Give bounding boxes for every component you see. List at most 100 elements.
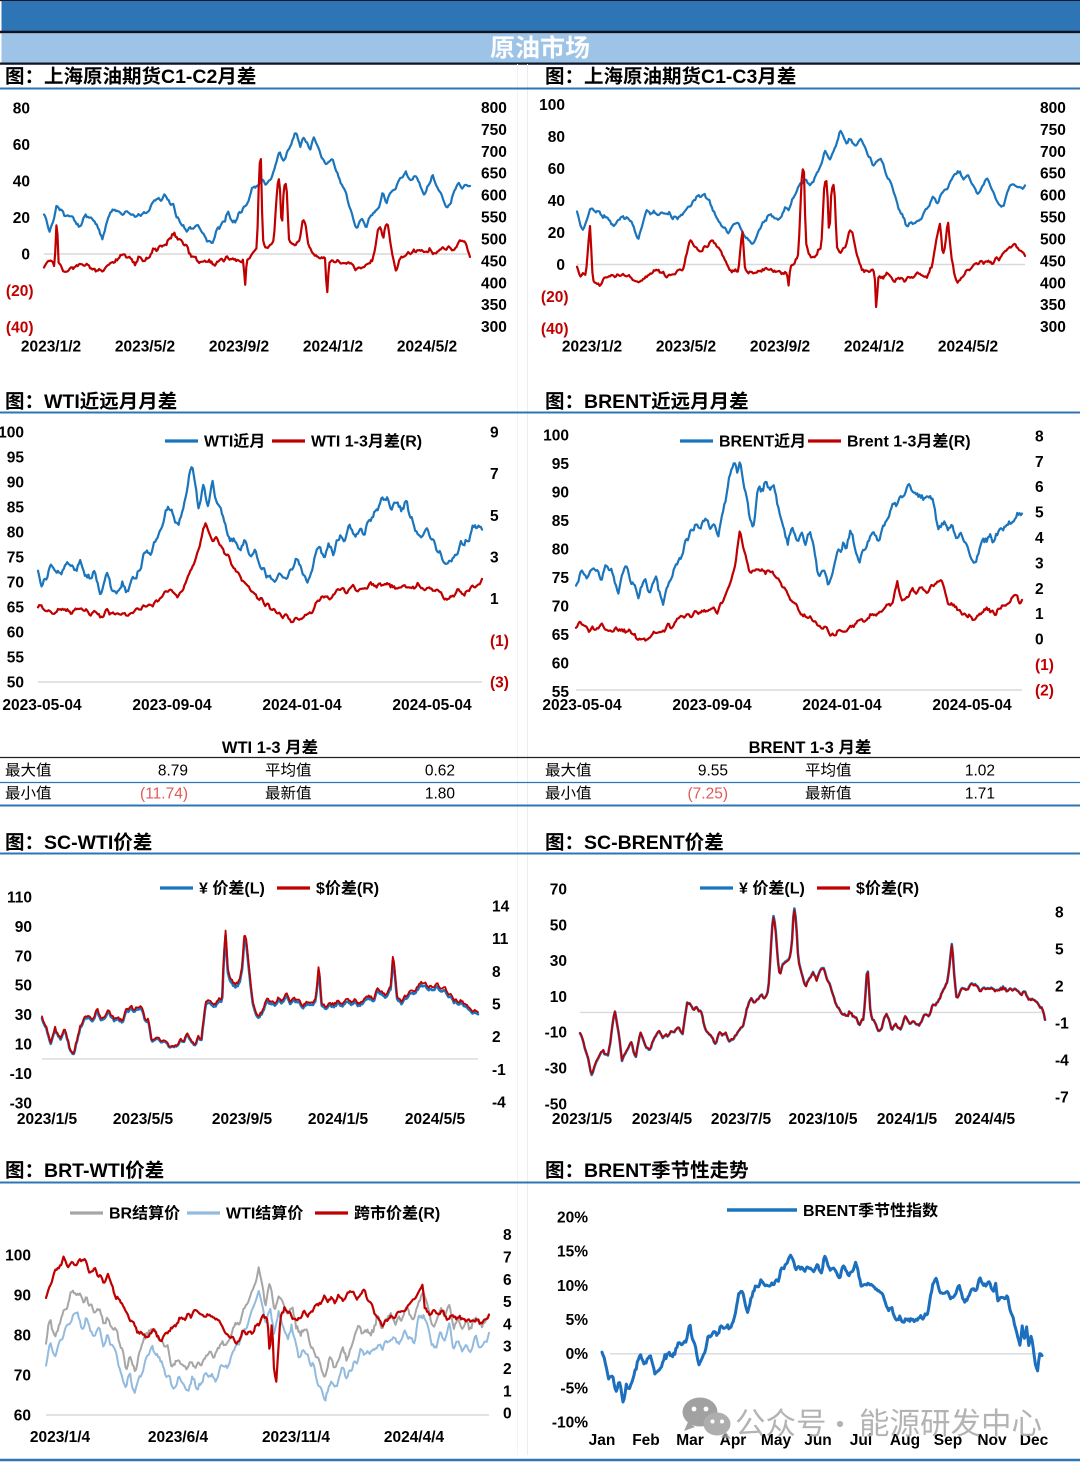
svg-text:2024/1/2: 2024/1/2: [303, 339, 363, 356]
svg-text:95: 95: [7, 449, 25, 466]
svg-text:1: 1: [1035, 606, 1044, 623]
svg-text:450: 450: [1040, 253, 1066, 270]
svg-text:May: May: [761, 1432, 792, 1449]
svg-text:50: 50: [7, 674, 24, 691]
svg-text:BRENT: BRENT: [584, 1160, 651, 1182]
svg-text:2023/9/5: 2023/9/5: [212, 1111, 273, 1128]
svg-text:600: 600: [1040, 188, 1066, 205]
svg-text:2023-05-04: 2023-05-04: [542, 697, 622, 714]
svg-text:650: 650: [1040, 166, 1066, 183]
svg-text:300: 300: [481, 319, 507, 336]
svg-text:WTI 1-3: WTI 1-3: [311, 434, 368, 451]
svg-text:8: 8: [492, 964, 501, 981]
svg-text:2023/7/5: 2023/7/5: [711, 1111, 772, 1128]
svg-text:9.55: 9.55: [698, 763, 728, 780]
svg-text:WTI: WTI: [44, 391, 80, 413]
svg-text:(R): (R): [357, 881, 379, 898]
svg-text:Sep: Sep: [934, 1432, 962, 1449]
svg-text:10: 10: [15, 1037, 32, 1054]
svg-text:2023/1/5: 2023/1/5: [17, 1111, 78, 1128]
svg-text:70: 70: [7, 574, 24, 591]
svg-text:(R): (R): [897, 881, 919, 898]
svg-text:1: 1: [490, 591, 499, 608]
svg-text:(R): (R): [418, 1206, 440, 1223]
svg-text:30: 30: [550, 953, 567, 970]
svg-text:75: 75: [552, 570, 570, 587]
svg-text:6: 6: [1035, 479, 1044, 496]
svg-text:50: 50: [15, 978, 32, 995]
svg-text:2023/5/2: 2023/5/2: [115, 339, 175, 356]
svg-text:10%: 10%: [557, 1278, 588, 1295]
svg-text:Brent 1-3: Brent 1-3: [847, 434, 916, 451]
svg-text:5: 5: [1055, 941, 1064, 958]
svg-text:80: 80: [7, 524, 24, 541]
svg-text:4: 4: [503, 1316, 512, 1333]
svg-text:2024/5/2: 2024/5/2: [397, 339, 457, 356]
svg-text:65: 65: [7, 599, 25, 616]
svg-text:75: 75: [7, 549, 25, 566]
svg-text:5%: 5%: [566, 1312, 589, 1329]
svg-text:8: 8: [1035, 428, 1044, 445]
svg-text:0: 0: [1035, 632, 1044, 649]
svg-text:-50: -50: [545, 1096, 567, 1113]
svg-text:650: 650: [481, 166, 507, 183]
svg-text:Jan: Jan: [589, 1432, 616, 1449]
svg-text:600: 600: [481, 188, 507, 205]
svg-text:110: 110: [7, 889, 32, 906]
svg-text:3: 3: [490, 549, 499, 566]
svg-text:30: 30: [15, 1007, 32, 1024]
svg-text:95: 95: [552, 456, 570, 473]
svg-text:(40): (40): [541, 321, 569, 338]
svg-text:70: 70: [15, 948, 32, 965]
svg-text:300: 300: [1040, 319, 1066, 336]
svg-text:2024-01-04: 2024-01-04: [262, 697, 342, 714]
svg-text:500: 500: [1040, 231, 1066, 248]
svg-text:C1-C2: C1-C2: [161, 66, 218, 88]
svg-text:0: 0: [503, 1406, 512, 1423]
svg-text:-10%: -10%: [552, 1415, 588, 1432]
svg-text:750: 750: [1040, 122, 1066, 139]
svg-text:9: 9: [490, 424, 499, 441]
svg-text:BRENT: BRENT: [719, 434, 774, 451]
svg-text:Nov: Nov: [977, 1432, 1007, 1449]
svg-text:-4: -4: [1055, 1052, 1069, 1069]
svg-text:Mar: Mar: [676, 1432, 704, 1449]
svg-text:500: 500: [481, 231, 507, 248]
svg-text:(1): (1): [1035, 657, 1054, 674]
svg-text:550: 550: [481, 210, 507, 227]
svg-text:2024/5/5: 2024/5/5: [405, 1111, 466, 1128]
svg-text:(20): (20): [541, 289, 569, 306]
svg-text:2023/1/2: 2023/1/2: [21, 339, 81, 356]
svg-text:8: 8: [1055, 904, 1064, 921]
svg-text:7: 7: [503, 1250, 512, 1267]
svg-text:2024/4/4: 2024/4/4: [384, 1429, 445, 1446]
svg-text:50: 50: [550, 917, 567, 934]
svg-text:(3): (3): [490, 674, 509, 691]
svg-text:400: 400: [1040, 275, 1066, 292]
svg-text:85: 85: [7, 499, 25, 516]
svg-text:80: 80: [14, 1327, 31, 1344]
svg-text:$: $: [856, 881, 865, 898]
svg-text:2: 2: [492, 1029, 501, 1046]
svg-text:¥: ¥: [739, 881, 748, 898]
svg-text:70: 70: [550, 881, 567, 898]
svg-text:2023/4/5: 2023/4/5: [632, 1111, 693, 1128]
svg-text:2023/1/5: 2023/1/5: [552, 1111, 613, 1128]
svg-text:5: 5: [503, 1294, 512, 1311]
svg-text:7: 7: [1035, 454, 1044, 471]
svg-text:20%: 20%: [557, 1209, 588, 1226]
svg-text:(R): (R): [400, 434, 422, 451]
svg-text:0.62: 0.62: [425, 763, 455, 780]
svg-text:Aug: Aug: [890, 1432, 920, 1449]
svg-text:100: 100: [5, 1247, 31, 1264]
svg-text:-30: -30: [545, 1061, 567, 1078]
svg-text:BR: BR: [109, 1206, 133, 1223]
svg-text:BRENT: BRENT: [803, 1203, 858, 1220]
svg-text:90: 90: [7, 474, 24, 491]
svg-text:-30: -30: [10, 1095, 32, 1112]
svg-text:-4: -4: [492, 1094, 506, 1111]
svg-text:70: 70: [552, 598, 569, 615]
svg-text:2: 2: [1055, 978, 1064, 995]
svg-text:100: 100: [0, 424, 24, 441]
svg-text:(20): (20): [6, 283, 34, 300]
